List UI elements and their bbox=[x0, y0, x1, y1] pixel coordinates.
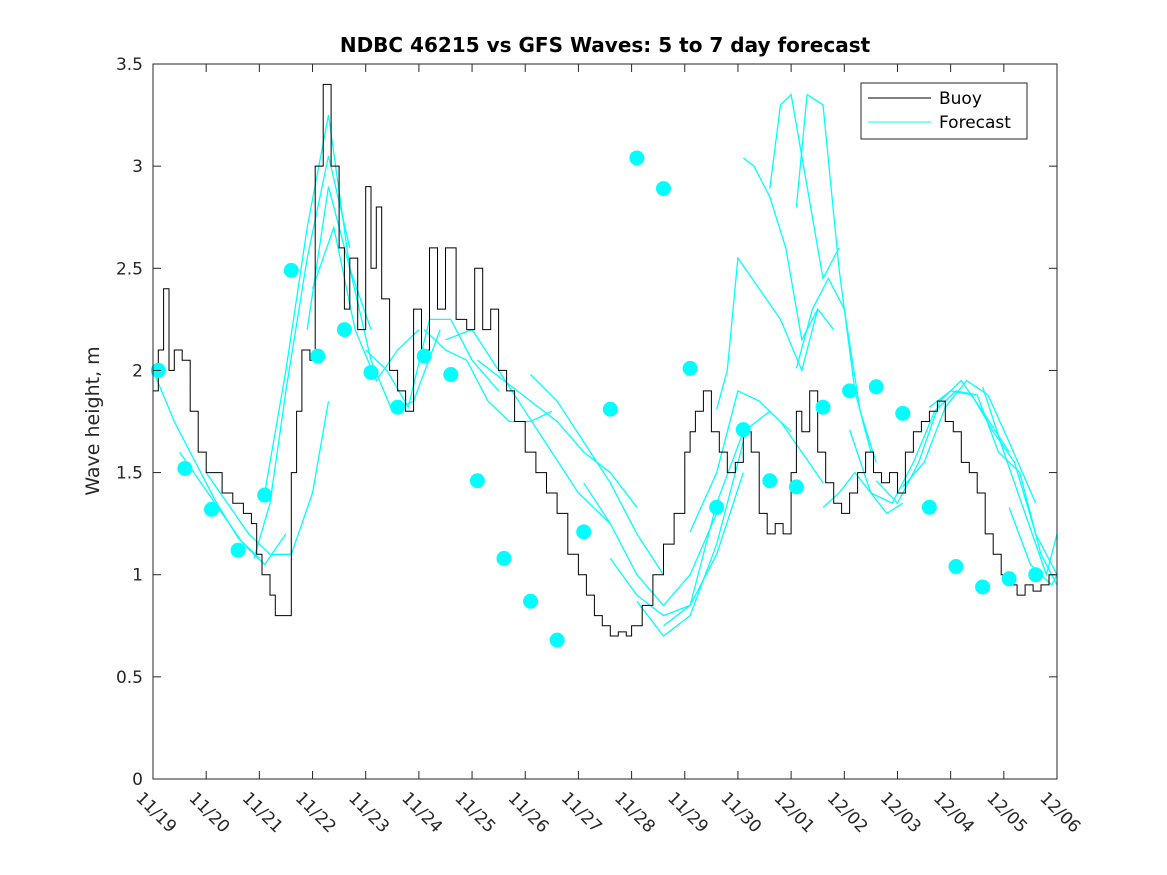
chart-title: NDBC 46215 vs GFS Waves: 5 to 7 day fore… bbox=[340, 33, 871, 57]
forecast-line bbox=[981, 386, 1058, 577]
forecast-line bbox=[609, 472, 744, 617]
forecast-marker bbox=[469, 473, 485, 489]
forecast-marker bbox=[576, 524, 592, 540]
y-tick-label: 3 bbox=[132, 157, 143, 177]
y-axis-title: Wave height, m bbox=[82, 346, 104, 495]
forecast-marker bbox=[895, 405, 911, 421]
y-tick-label: 3.5 bbox=[116, 55, 143, 75]
forecast-marker bbox=[283, 262, 299, 278]
forecast-marker bbox=[842, 383, 858, 399]
forecast-line bbox=[264, 114, 372, 494]
legend: Buoy Forecast bbox=[860, 82, 1028, 140]
forecast-marker bbox=[549, 632, 565, 648]
forecast-marker bbox=[735, 422, 751, 438]
marker-layer bbox=[150, 150, 1044, 648]
forecast-marker bbox=[416, 348, 432, 364]
y-tick-label: 2.5 bbox=[116, 259, 143, 279]
forecast-marker bbox=[177, 460, 193, 476]
legend-forecast-label: Forecast bbox=[939, 113, 1011, 133]
forecast-marker bbox=[975, 579, 991, 595]
forecast-line bbox=[902, 379, 1037, 504]
forecast-line bbox=[636, 441, 744, 637]
forecast-marker bbox=[1028, 567, 1044, 583]
forecast-line bbox=[530, 374, 665, 576]
axes-box bbox=[152, 63, 1058, 780]
forecast-line bbox=[423, 329, 553, 423]
forecast-marker bbox=[257, 487, 273, 503]
forecast-marker bbox=[363, 364, 379, 380]
forecast-line bbox=[795, 277, 877, 463]
forecast-line bbox=[822, 471, 904, 515]
forecast-marker bbox=[788, 479, 804, 495]
plot-area bbox=[153, 64, 1057, 779]
forecast-line bbox=[955, 390, 1058, 586]
forecast-marker bbox=[1001, 571, 1017, 587]
series-layer bbox=[152, 83, 1058, 637]
forecast-marker bbox=[921, 499, 937, 515]
y-tick-label: 2 bbox=[132, 361, 143, 381]
forecast-marker bbox=[496, 550, 512, 566]
forecast-marker bbox=[762, 473, 778, 489]
forecast-line bbox=[716, 256, 819, 410]
forecast-line bbox=[311, 224, 420, 382]
forecast-line bbox=[253, 155, 351, 559]
y-tick-label: 1.5 bbox=[116, 464, 143, 484]
forecast-marker bbox=[602, 401, 618, 417]
y-axis: 0 0.5 1 1.5 2 2.5 3 3.5 bbox=[116, 55, 1057, 790]
forecast-marker bbox=[709, 499, 725, 515]
axes-background bbox=[153, 64, 1057, 779]
forecast-marker bbox=[203, 501, 219, 517]
y-tick-label: 1 bbox=[132, 566, 143, 586]
forecast-marker bbox=[310, 348, 326, 364]
forecast-marker bbox=[443, 367, 459, 383]
forecast-marker bbox=[815, 399, 831, 415]
forecast-marker bbox=[948, 559, 964, 575]
forecast-marker bbox=[523, 593, 539, 609]
forecast-marker bbox=[336, 322, 352, 338]
buoy-line bbox=[153, 83, 1058, 637]
forecast-marker bbox=[682, 360, 698, 376]
forecast-line bbox=[179, 451, 287, 566]
y-tick-label: 0.5 bbox=[116, 668, 143, 688]
forecast-marker bbox=[230, 542, 246, 558]
forecast-marker bbox=[868, 379, 884, 395]
y-tick-label: 0 bbox=[132, 770, 143, 790]
forecast-line bbox=[477, 359, 638, 508]
forecast-line bbox=[205, 400, 330, 555]
forecast-marker bbox=[390, 399, 406, 415]
forecast-marker bbox=[655, 181, 671, 197]
forecast-line bbox=[769, 93, 840, 281]
legend-buoy-label: Buoy bbox=[939, 89, 982, 109]
legend-box bbox=[860, 82, 1028, 140]
forecast-line bbox=[795, 93, 872, 453]
forecast-line bbox=[689, 389, 824, 533]
forecast-line bbox=[742, 157, 835, 342]
forecast-marker bbox=[629, 150, 645, 166]
forecast-line bbox=[583, 482, 718, 607]
